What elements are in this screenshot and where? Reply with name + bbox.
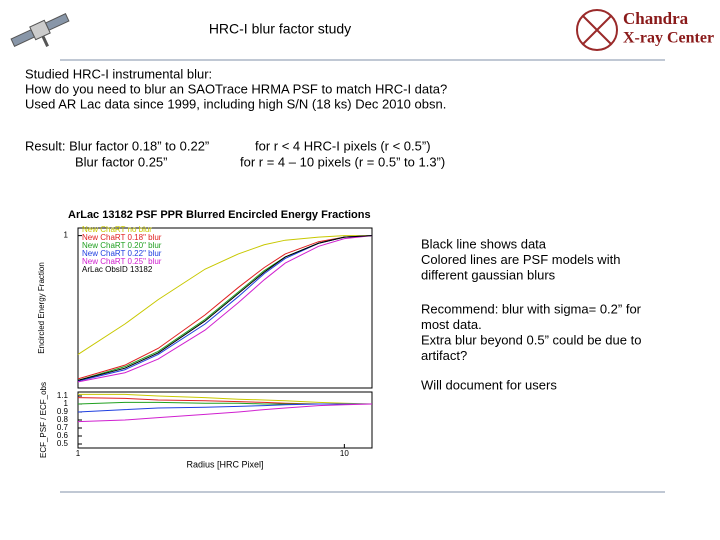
note-line: Extra blur beyond 0.5” could be due to	[421, 332, 641, 347]
y2-tick-label: 1.1	[57, 391, 69, 400]
result-condition: for r = 4 – 10 pixels (r = 0.5” to 1.3”)	[240, 154, 445, 169]
y2-tick-label: 0.9	[57, 407, 69, 416]
axes-frame	[77, 227, 373, 389]
x-tick-label: 10	[340, 449, 349, 458]
legend-entry: New ChaRT 0.18" blur	[82, 233, 162, 242]
data-line	[77, 235, 372, 355]
satellite-icon	[10, 13, 70, 47]
chandra-logo: Chandra X-ray Center	[576, 9, 714, 51]
result-label: Blur factor 0.25”	[75, 154, 168, 169]
ratio-line	[77, 403, 373, 423]
legend-entry: New ChaRT 0.22" blur	[82, 249, 162, 258]
data-line	[77, 235, 373, 380]
y2-tick-label: 0.6	[57, 431, 69, 440]
logo-line: X-ray Center	[623, 30, 714, 47]
logo-line: Chandra	[623, 9, 689, 28]
slide-title: HRC-I blur factor study	[209, 21, 351, 37]
note-line: most data.	[421, 317, 482, 332]
y2-tick-label: 0.8	[57, 415, 69, 424]
y2-axis-label: ECF_PSF / ECF_obs	[39, 382, 48, 458]
result-condition: for r < 4 HRC-I pixels (r < 0.5”)	[255, 138, 431, 153]
note-line: Will document for users	[421, 377, 557, 392]
ratio-line	[77, 403, 372, 413]
plot-title: ArLac 13182 PSF PPR Blurred Encircled En…	[68, 209, 371, 221]
data-line	[77, 235, 373, 383]
y-tick-label: 1	[64, 231, 69, 240]
note-line: Black line shows data	[421, 236, 547, 251]
y2-tick-label: 0.7	[57, 423, 69, 432]
legend-entry: New ChaRT 0.25" blur	[82, 257, 162, 266]
note-line: Recommend: blur with sigma= 0.2” for	[421, 301, 642, 316]
plot-area	[30, 205, 385, 475]
y2-tick-label: 1	[64, 399, 69, 408]
legend-entry: New ChaRT no blur	[82, 225, 152, 234]
y-axis-label: Encircled Energy Fraction	[37, 262, 46, 354]
x-axis-label: Radius [HRC Pixel]	[186, 459, 263, 469]
y2-tick-label: 0.5	[57, 439, 69, 448]
ratio-line	[78, 393, 373, 405]
data-line	[77, 235, 373, 381]
note-line: Colored lines are PSF models with	[421, 252, 620, 267]
intro-line: Used AR Lac data since 1999, including h…	[25, 96, 446, 111]
legend-entry: New ChaRT 0.20" blur	[82, 241, 162, 250]
legend-entry: ArLac ObsID 13182	[82, 265, 153, 274]
note-line: different gaussian blurs	[421, 267, 556, 282]
result-label: Result: Blur factor 0.18” to 0.22”	[25, 138, 209, 153]
note-line: artifact?	[421, 348, 467, 363]
intro-line: How do you need to blur an SAOTrace HRMA…	[25, 81, 447, 96]
intro-line: Studied HRC-I instrumental blur:	[25, 66, 212, 81]
x-tick-label: 1	[76, 449, 81, 458]
